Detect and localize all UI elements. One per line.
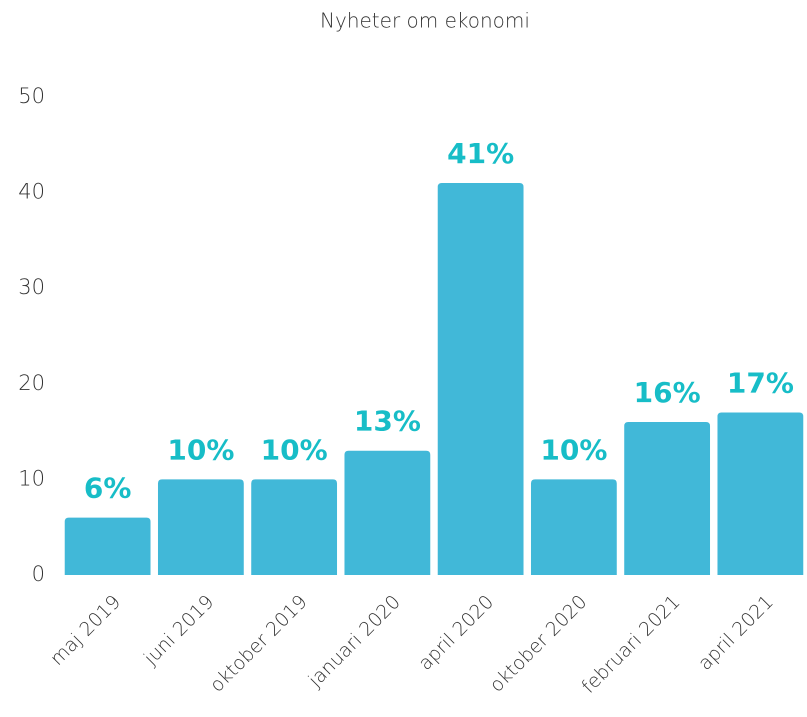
y-tick-label: 10 bbox=[18, 466, 45, 490]
bar bbox=[251, 479, 338, 575]
bar bbox=[64, 517, 151, 575]
y-tick-label: 30 bbox=[18, 275, 45, 299]
bar bbox=[344, 450, 431, 575]
value-label: 41% bbox=[447, 137, 514, 170]
x-tick-label: januari 2020 bbox=[304, 591, 405, 692]
value-label: 10% bbox=[167, 433, 234, 466]
value-label: 13% bbox=[354, 405, 421, 438]
y-tick-label: 40 bbox=[18, 180, 45, 204]
x-tick-label: juni 2019 bbox=[139, 591, 218, 670]
bar bbox=[624, 422, 711, 575]
x-tick-label: oktober 2020 bbox=[485, 591, 591, 697]
value-label: 16% bbox=[634, 376, 701, 409]
bar bbox=[437, 183, 524, 576]
value-label: 6% bbox=[84, 472, 132, 505]
value-label: 17% bbox=[727, 366, 794, 399]
value-label: 10% bbox=[261, 433, 328, 466]
value-label: 10% bbox=[540, 433, 607, 466]
x-tick-label: april 2021 bbox=[694, 591, 778, 675]
y-tick-label: 50 bbox=[18, 84, 45, 108]
bar bbox=[530, 479, 617, 575]
x-tick-label: februari 2021 bbox=[577, 591, 684, 698]
y-tick-label: 20 bbox=[18, 371, 45, 395]
x-tick-label: maj 2019 bbox=[46, 591, 125, 670]
bar bbox=[157, 479, 244, 575]
bar bbox=[717, 412, 804, 575]
chart-title: Nyheter om ekonomi bbox=[320, 9, 530, 33]
x-tick-label: oktober 2019 bbox=[206, 591, 312, 697]
y-tick-label: 0 bbox=[32, 562, 45, 586]
x-tick-label: april 2020 bbox=[414, 591, 498, 675]
